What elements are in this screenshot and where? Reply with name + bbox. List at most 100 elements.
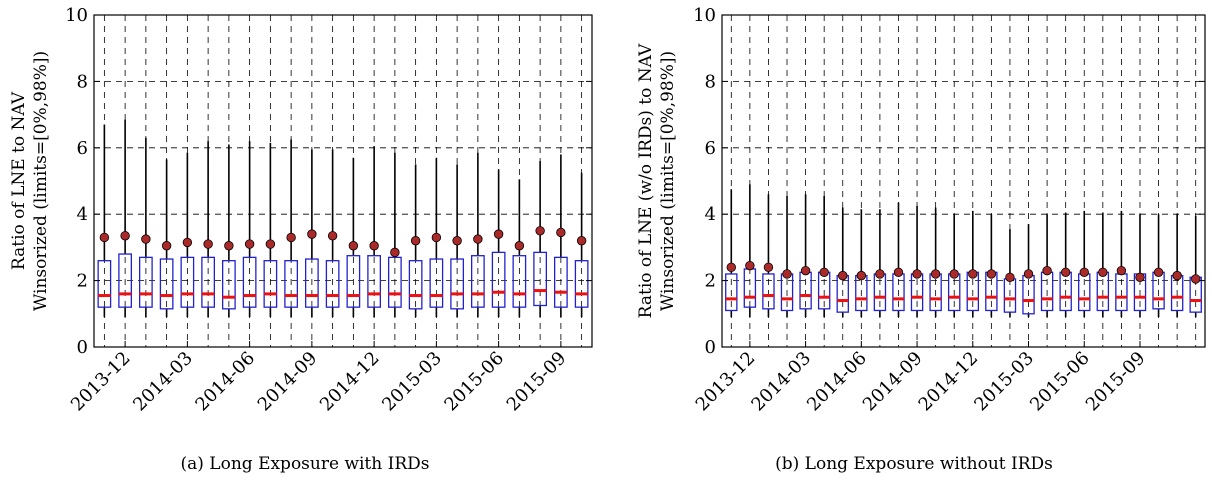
- mean-marker: [473, 234, 483, 244]
- x-tick-label: 2014-12: [915, 348, 983, 416]
- x-tick-label: 2014-06: [803, 348, 871, 416]
- mean-marker: [968, 269, 978, 279]
- box-iqr: [450, 258, 464, 310]
- y-tick-label: 0: [705, 337, 716, 358]
- mean-marker: [1042, 265, 1052, 276]
- mean-marker: [763, 262, 774, 273]
- y-tick-label: 10: [65, 5, 88, 26]
- y-tick-label: 0: [77, 337, 88, 358]
- mean-marker: [1023, 269, 1034, 279]
- caption-b: (b) Long Exposure without IRDs: [775, 454, 1053, 474]
- x-tick-label: 2014-09: [254, 348, 322, 416]
- x-tick-label: 2015-03: [970, 348, 1038, 416]
- caption-a: (a) Long Exposure with IRDs: [181, 454, 430, 474]
- box-iqr: [263, 260, 278, 308]
- box-iqr: [180, 256, 195, 308]
- mean-marker: [1005, 272, 1015, 282]
- mean-marker: [203, 239, 213, 249]
- mean-marker: [875, 269, 885, 279]
- box-iqr: [554, 256, 568, 308]
- mean-marker: [912, 269, 922, 279]
- mean-marker: [224, 241, 234, 251]
- mean-marker: [265, 239, 276, 249]
- y-tick-label: 8: [77, 71, 88, 92]
- box-iqr: [118, 253, 133, 308]
- y-tick-label: 2: [77, 271, 88, 292]
- y-axis-label: Ratio of LNE (w/o IRDs) to NAV: [636, 43, 656, 318]
- x-tick-label: 2013-12: [692, 348, 760, 416]
- x-tick-label: 2014-03: [129, 348, 197, 416]
- box-iqr: [221, 260, 236, 310]
- mean-marker: [369, 241, 379, 251]
- mean-marker: [819, 267, 829, 278]
- mean-marker: [745, 260, 755, 271]
- panel-b: 0 2 4 6 8 10 2013-122014-032014-062014-092014-…: [636, 5, 1206, 416]
- mean-marker: [726, 262, 736, 273]
- mean-marker: [327, 231, 338, 241]
- mean-marker: [493, 229, 504, 239]
- box-iqr: [242, 256, 257, 308]
- mean-marker: [576, 236, 587, 246]
- panel-a: 02468102013-122014-032014-062014-092014-…: [9, 5, 593, 416]
- mean-marker: [782, 269, 792, 279]
- box-iqr: [725, 273, 738, 312]
- x-tick-label: 2015-03: [378, 348, 446, 416]
- mean-marker: [286, 232, 296, 243]
- mean-marker: [1172, 270, 1182, 281]
- mean-marker: [182, 237, 193, 248]
- x-tick-label: 2014-09: [859, 348, 927, 416]
- y-tick-label: 10: [693, 5, 716, 26]
- mean-marker: [1060, 267, 1071, 278]
- mean-marker: [1116, 265, 1127, 276]
- box-iqr: [325, 260, 340, 308]
- plot-frame: [93, 14, 593, 348]
- mean-marker: [141, 234, 151, 244]
- mean-marker: [410, 236, 421, 246]
- box-iqr: [491, 251, 506, 308]
- box-iqr: [429, 258, 444, 308]
- mean-marker: [1098, 267, 1108, 278]
- box-iqr: [304, 258, 319, 308]
- x-tick-label: 2014-12: [316, 348, 384, 416]
- box-iqr: [346, 255, 361, 308]
- mean-marker: [161, 241, 172, 251]
- y-axis-label: Ratio of LNE to NAV: [9, 91, 29, 270]
- mean-marker: [856, 270, 867, 281]
- x-tick-label: 2015-06: [1026, 348, 1094, 416]
- mean-marker: [556, 227, 566, 238]
- x-tick-label: 2014-03: [747, 348, 815, 416]
- mean-marker: [949, 269, 959, 279]
- box-iqr: [159, 258, 174, 310]
- x-tick-label: 2014-06: [191, 348, 259, 416]
- y-tick-label: 8: [705, 71, 716, 92]
- box-iqr: [367, 255, 381, 308]
- mean-marker: [535, 226, 545, 236]
- mean-marker: [307, 229, 317, 239]
- box-iqr: [574, 260, 589, 308]
- mean-marker: [1135, 272, 1145, 282]
- mean-marker: [120, 231, 130, 241]
- mean-marker: [930, 269, 941, 279]
- box-iqr: [387, 256, 402, 308]
- x-tick-label: 2015-09: [503, 348, 571, 416]
- box-iqr: [470, 255, 485, 308]
- x-tick-label: 2015-06: [440, 348, 508, 416]
- box-iqr: [138, 256, 153, 308]
- mean-marker: [244, 239, 255, 249]
- box-iqr: [762, 273, 775, 310]
- mean-marker: [986, 269, 997, 279]
- x-tick-label: 2015-09: [1082, 348, 1150, 416]
- mean-marker: [893, 267, 904, 278]
- y-tick-label: 4: [705, 204, 716, 225]
- mean-marker: [1079, 267, 1089, 278]
- y-tick-label: 6: [77, 138, 88, 159]
- y-tick-label: 4: [77, 204, 88, 225]
- y-axis-label: Winsorized (limits=[0%,98%]): [31, 51, 51, 311]
- mean-marker: [431, 232, 442, 243]
- box-iqr: [284, 260, 298, 308]
- mean-marker: [514, 241, 525, 251]
- mean-marker: [800, 265, 811, 276]
- mean-marker: [1191, 274, 1201, 284]
- plot-frame: [721, 14, 1206, 348]
- mean-marker: [348, 241, 359, 251]
